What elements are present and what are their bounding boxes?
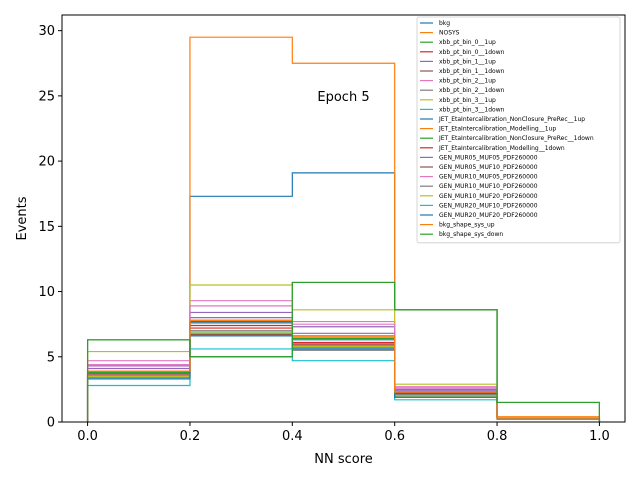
legend-entry: xbb_pt_bin_0__1up (439, 39, 496, 46)
legend-entry: GEN_MUR05_MUF05_PDF260000 (439, 154, 538, 161)
series-line-22 (86, 281, 601, 422)
y-axis-label: Events (15, 196, 30, 240)
legend: bkg NOSYS xbb_pt_bin_0__1up xbb_pt_bin_0__1… (416, 16, 621, 244)
legend-entry: JET_EtaIntercalibration_NonClosure_PreRe… (438, 135, 594, 142)
y-tick-label: 0 (47, 416, 55, 431)
legend-entry: GEN_MUR05_MUF10_PDF260000 (439, 164, 538, 171)
series-line-4 (86, 311, 601, 422)
series-line-9 (86, 348, 601, 422)
x-tick-label: 0.4 (282, 429, 303, 444)
y-tick-label: 20 (38, 155, 55, 170)
x-axis-label: NN score (314, 452, 373, 467)
legend-entry: JET_EtaIntercalibration_Modelling__1up (438, 126, 556, 133)
series-line-8 (86, 284, 601, 422)
legend-entry: xbb_pt_bin_2__1up (439, 78, 496, 85)
x-tick-label: 0.2 (180, 429, 201, 444)
x-tick-label: 0.8 (487, 429, 508, 444)
series-line-14 (86, 317, 601, 422)
epoch-annotation: Epoch 5 (317, 90, 369, 105)
x-axis-ticks: 0.0 0.2 0.4 0.6 0.8 1.0 (77, 422, 610, 444)
legend-entry: NOSYS (439, 30, 460, 37)
x-tick-label: 1.0 (589, 429, 610, 444)
x-tick-label: 0.0 (77, 429, 98, 444)
y-tick-label: 15 (38, 220, 55, 235)
legend-entry: xbb_pt_bin_0__1down (439, 49, 505, 56)
legend-entry: GEN_MUR10_MUF20_PDF260000 (439, 193, 538, 200)
series-layer (86, 36, 601, 422)
legend-entry: GEN_MUR20_MUF10_PDF260000 (439, 202, 538, 209)
legend-entry: xbb_pt_bin_3__1up (439, 97, 496, 104)
legend-entry: GEN_MUR20_MUF20_PDF260000 (439, 212, 538, 219)
legend-entry: JET_EtaIntercalibration_Modelling__1down (438, 145, 565, 152)
series-line-21 (86, 319, 601, 422)
legend-entry: xbb_pt_bin_1__1up (439, 58, 496, 65)
y-axis-ticks: 0 5 10 15 20 25 30 (38, 24, 62, 431)
legend-entry: xbb_pt_bin_3__1down (439, 106, 505, 113)
legend-box (416, 16, 621, 244)
y-tick-label: 5 (47, 350, 55, 365)
legend-entry: bkg_shape_sys_down (439, 231, 503, 238)
series-line-16 (86, 305, 601, 422)
y-tick-label: 10 (38, 285, 55, 300)
x-tick-label: 0.6 (384, 429, 405, 444)
legend-entry: xbb_pt_bin_2__1down (439, 87, 505, 94)
plot-frame (61, 14, 626, 423)
series-line-20 (86, 335, 601, 422)
legend-entry: GEN_MUR10_MUF05_PDF260000 (439, 174, 538, 181)
series-line-2 (86, 281, 601, 422)
y-tick-label: 30 (38, 24, 55, 39)
series-line-6 (86, 300, 601, 422)
legend-entry: GEN_MUR10_MUF10_PDF260000 (439, 183, 538, 190)
legend-entry: bkg_shape_sys_up (439, 222, 495, 229)
legend-entry: JET_EtaIntercalibration_NonClosure_PreRe… (438, 116, 585, 123)
legend-entry: xbb_pt_bin_1__1down (439, 68, 505, 75)
legend-entry: bkg (439, 20, 450, 27)
y-tick-label: 25 (38, 89, 55, 104)
